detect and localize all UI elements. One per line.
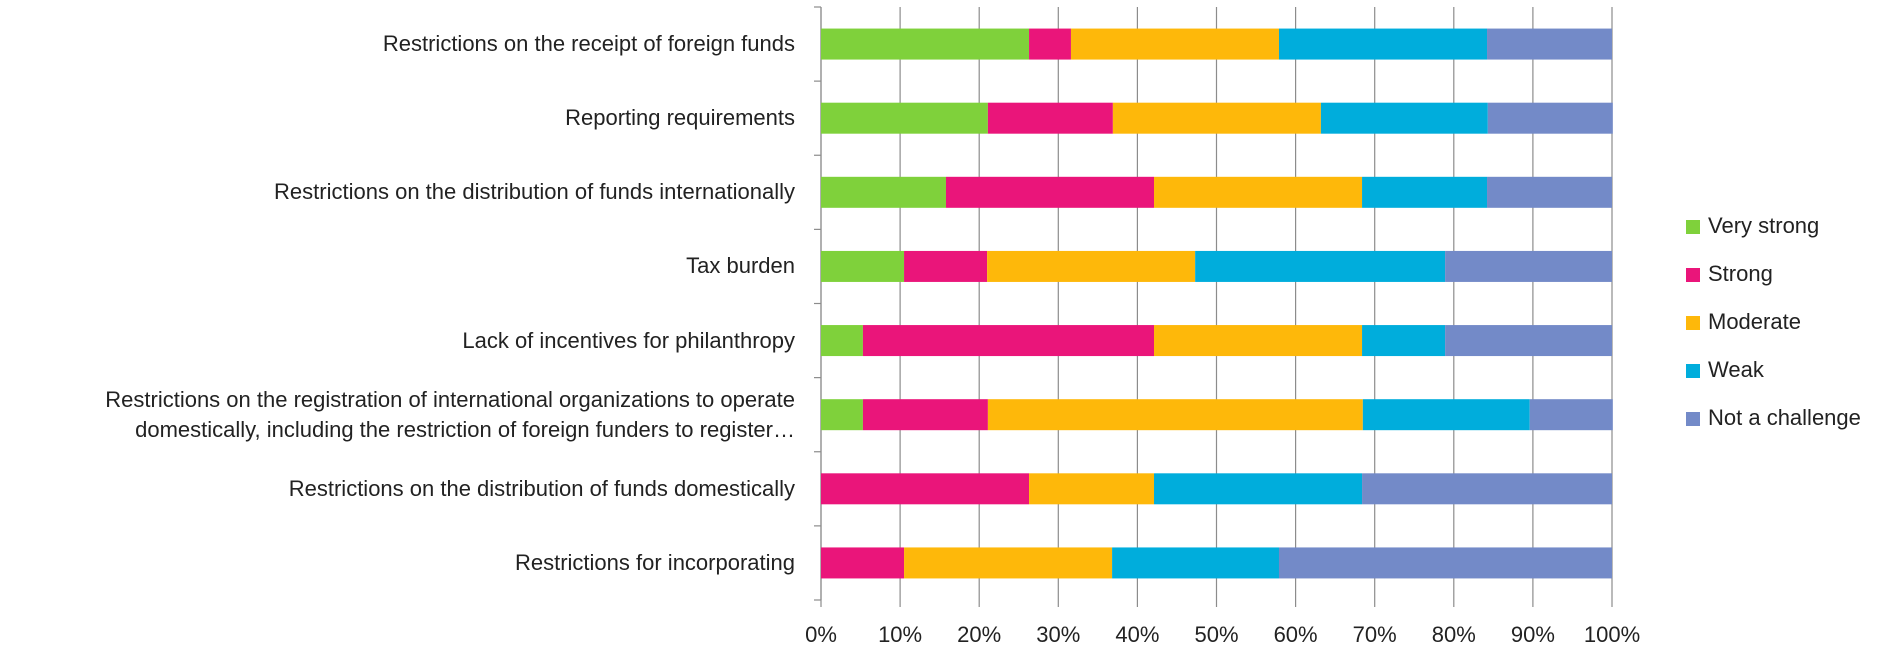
bar-segment: [1487, 102, 1613, 134]
x-tick-label: 80%: [1432, 622, 1476, 647]
bar-segment: [904, 547, 1113, 579]
x-tick-label: 100%: [1584, 622, 1640, 647]
bar-segment: [1362, 473, 1612, 505]
bar-segment: [862, 325, 1155, 357]
legend-label: Very strong: [1708, 213, 1819, 238]
bar-segment: [1154, 176, 1363, 208]
bar-segment: [1112, 547, 1279, 579]
bar-segment: [821, 28, 1030, 60]
x-tick-label: 20%: [957, 622, 1001, 647]
bar-segment: [862, 399, 988, 431]
bar-segment: [945, 176, 1155, 208]
bar-segment: [1029, 28, 1071, 60]
bar-segment: [1529, 399, 1613, 431]
bar-segment: [821, 325, 863, 357]
legend-label: Strong: [1708, 261, 1773, 286]
bar-segment: [1154, 473, 1363, 505]
bar-segment: [987, 250, 1196, 282]
category-label: Reporting requirements: [565, 105, 795, 131]
category-label: Restrictions on the registration of inte…: [105, 386, 795, 442]
legend-swatch: [1686, 412, 1700, 426]
bar-segment: [1445, 325, 1612, 357]
bar-segment: [821, 399, 863, 431]
x-tick-label: 60%: [1274, 622, 1318, 647]
bar-segment: [987, 399, 1363, 431]
category-label: Restrictions on the receipt of foreign f…: [382, 31, 795, 57]
x-tick-label: 40%: [1115, 622, 1159, 647]
bar-segment: [1195, 250, 1446, 282]
category-label: Restrictions on the distribution of fund…: [288, 475, 795, 501]
legend-swatch: [1686, 268, 1700, 282]
bar-segment: [1362, 176, 1488, 208]
bar-segment: [1278, 547, 1612, 579]
bar-segment: [1278, 28, 1488, 60]
bar-segment: [904, 250, 988, 282]
legend-swatch: [1686, 316, 1700, 330]
bar-segment: [821, 250, 905, 282]
category-label: Restrictions for incorporating: [514, 549, 795, 575]
bar-segment: [1154, 325, 1363, 357]
bar-segment: [821, 176, 946, 208]
x-tick-label: 70%: [1353, 622, 1397, 647]
bar-segment: [987, 102, 1113, 134]
bar-segment: [1029, 473, 1155, 505]
bar-segment: [1445, 250, 1612, 282]
bar-segment: [1070, 28, 1279, 60]
category-label: Lack of incentives for philanthropy: [462, 327, 795, 353]
category-label: Tax burden: [686, 253, 795, 279]
x-tick-label: 0%: [805, 622, 837, 647]
bar-segment: [1487, 176, 1612, 208]
bar-segment: [1112, 102, 1321, 134]
category-label: Restrictions on the distribution of fund…: [274, 179, 795, 205]
legend-label: Moderate: [1708, 309, 1801, 334]
x-tick-label: 90%: [1511, 622, 1555, 647]
x-tick-label: 30%: [1036, 622, 1080, 647]
legend-swatch: [1686, 364, 1700, 378]
bar-segment: [821, 102, 988, 134]
bar-segment: [821, 473, 1030, 505]
bar-segment: [821, 547, 905, 579]
bar-segment: [1362, 399, 1530, 431]
bar-segment: [1320, 102, 1488, 134]
x-tick-label: 50%: [1194, 622, 1238, 647]
legend-label: Not a challenge: [1708, 405, 1861, 430]
legend-swatch: [1686, 220, 1700, 234]
bar-segment: [1362, 325, 1446, 357]
legend-label: Weak: [1708, 357, 1765, 382]
x-tick-label: 10%: [878, 622, 922, 647]
bar-segment: [1487, 28, 1612, 60]
